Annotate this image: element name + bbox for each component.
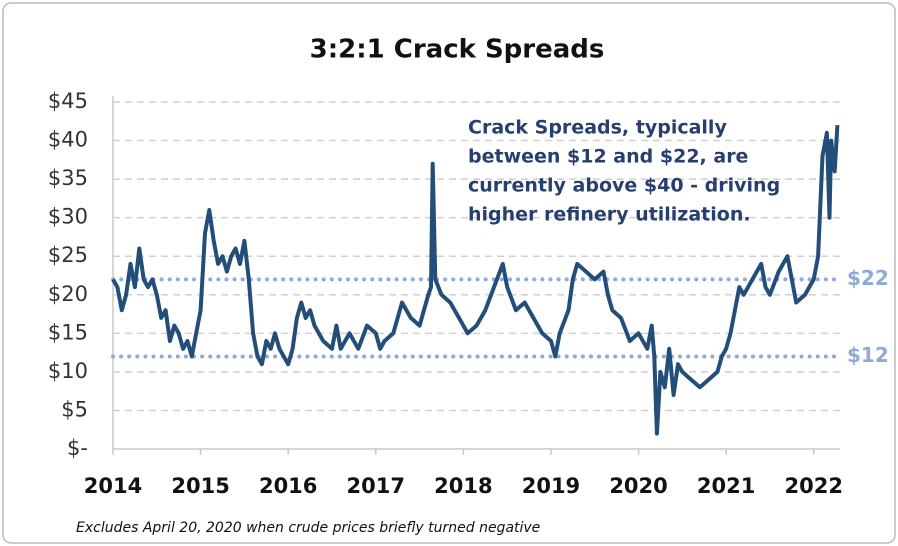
y-tick-label: $40	[48, 128, 88, 152]
annotation: higher refinery utilization.	[468, 204, 751, 226]
y-tick-label: $-	[67, 436, 88, 460]
x-tick-label: 2014	[84, 474, 142, 498]
annotation: Crack Spreads, typically	[468, 117, 727, 139]
y-tick-label: $25	[48, 243, 88, 267]
y-tick-label: $5	[61, 397, 88, 421]
reference-label: $12	[847, 343, 889, 367]
x-tick-label: 2018	[434, 474, 492, 498]
chart-title: 3:2:1 Crack Spreads	[310, 35, 605, 65]
x-tick-label: 2022	[784, 474, 842, 498]
data-line	[111, 124, 840, 436]
x-tick-label: 2017	[347, 474, 405, 498]
y-tick-label: $30	[48, 205, 88, 229]
y-tick-label: $35	[48, 166, 88, 190]
x-tick-label: 2016	[259, 474, 317, 498]
footnote: Excludes April 20, 2020 when crude price…	[76, 520, 540, 536]
x-tick-label: 2015	[171, 474, 229, 498]
annotation: currently above $40 - driving	[468, 175, 780, 197]
y-tick-label: $10	[48, 359, 88, 383]
annotation: between $12 and $22, are	[468, 146, 748, 168]
x-tick-label: 2021	[697, 474, 755, 498]
y-tick-label: $45	[48, 89, 88, 113]
y-tick-label: $20	[48, 282, 88, 306]
x-tick-label: 2019	[522, 474, 580, 498]
x-tick-label: 2020	[609, 474, 667, 498]
reference-label: $22	[847, 266, 889, 290]
y-tick-label: $15	[48, 320, 88, 344]
